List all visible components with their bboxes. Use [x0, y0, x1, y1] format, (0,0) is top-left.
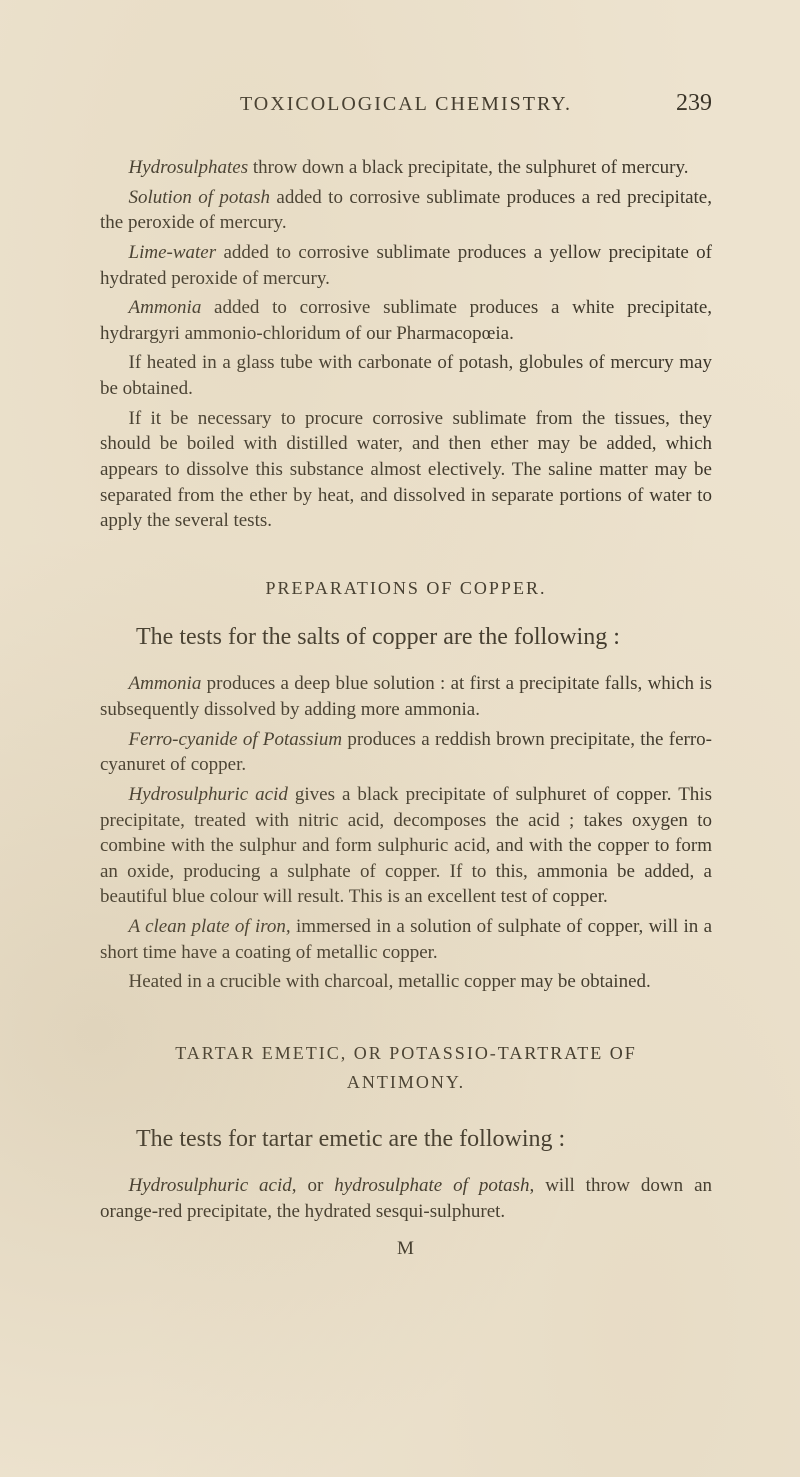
running-head: TOXICOLOGICAL CHEMISTRY. 239 [100, 90, 712, 117]
section-heading-tartar: TARTAR EMETIC, OR POTASSIO-TARTRATE OF A… [100, 1039, 712, 1097]
text: Heated in a crucible with charcoal, meta… [129, 971, 651, 992]
para-ferrocyanide: Ferro-cyanide of Potassium produces a re… [100, 727, 712, 778]
para-heated-glass: If heated in a glass tube with carbonate… [100, 350, 712, 401]
term-ammonia: Ammonia [129, 673, 202, 694]
para-iron-plate: A clean plate of iron, immersed in a sol… [100, 914, 712, 965]
para-ammonia: Ammonia added to corrosive sublimate pro… [100, 295, 712, 346]
text: throw down a black precipitate, the sulp… [248, 157, 688, 178]
heading-line-2: ANTIMONY. [347, 1072, 465, 1092]
term-solution-potash: Solution of potash [129, 187, 271, 208]
para-tartar-hydrosulphuric: Hydrosulphuric acid, or hydrosulphate of… [100, 1173, 712, 1224]
text: If it be necessary to procure corrosive … [100, 408, 712, 532]
term-ferrocyanide: Ferro-cyanide of Potassium [129, 729, 343, 750]
page: TOXICOLOGICAL CHEMISTRY. 239 Hydrosulpha… [0, 0, 800, 1477]
text: , or [292, 1175, 334, 1196]
term-hydrosulphuric: Hydrosulphuric acid [129, 784, 288, 805]
para-procure-tissues: If it be necessary to procure corrosive … [100, 406, 712, 534]
term-iron-plate: A clean plate of iron, [129, 916, 291, 937]
heading-line-1: TARTAR EMETIC, OR POTASSIO-TARTRATE OF [175, 1043, 637, 1063]
page-number: 239 [652, 90, 712, 117]
para-copper-ammonia: Ammonia produces a deep blue solution : … [100, 671, 712, 722]
term-hydrosulphuric-acid: Hydrosulphuric acid [129, 1175, 292, 1196]
term-hydrosulphates: Hydrosulphates [129, 157, 249, 178]
lead-tartar: The tests for tartar emetic are the foll… [100, 1123, 712, 1155]
lead-copper: The tests for the salts of copper are th… [100, 621, 712, 653]
para-potash: Solution of potash added to corrosive su… [100, 185, 712, 236]
para-crucible: Heated in a crucible with charcoal, meta… [100, 969, 712, 995]
para-limewater: Lime-water added to corrosive sublimate … [100, 240, 712, 291]
term-hydrosulphate-potash: hydrosulphate of potash [334, 1175, 529, 1196]
para-hydrosulphuric: Hydrosulphuric acid gives a black precip… [100, 782, 712, 910]
para-hydrosulphates: Hydrosulphates throw down a black precip… [100, 155, 712, 181]
signature-mark: M [100, 1238, 712, 1260]
text: If heated in a glass tube with carbonate… [100, 352, 712, 399]
section-heading-copper: PREPARATIONS OF COPPER. [100, 578, 712, 599]
term-lime-water: Lime-water [129, 242, 217, 263]
term-ammonia: Ammonia [129, 297, 202, 318]
running-title: TOXICOLOGICAL CHEMISTRY. [160, 93, 652, 116]
